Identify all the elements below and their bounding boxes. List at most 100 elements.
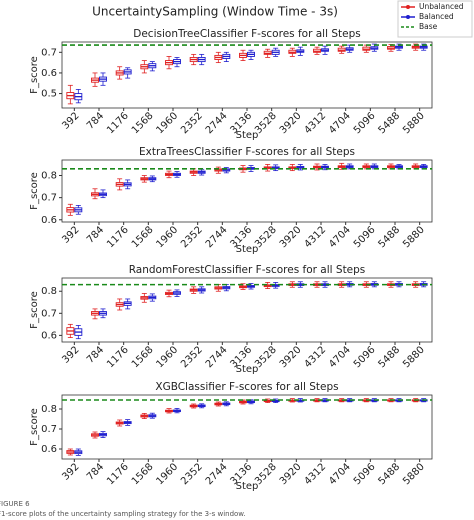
box	[91, 431, 99, 439]
y-tick-label: 0.7	[41, 424, 57, 435]
box	[148, 293, 157, 302]
box	[222, 51, 231, 62]
legend-label: Balanced	[419, 12, 454, 21]
x-tick-label: 5096	[352, 461, 378, 487]
x-tick-label: 5488	[376, 224, 402, 250]
box	[91, 72, 99, 87]
box	[99, 72, 107, 86]
x-tick-label: 2352	[179, 461, 205, 487]
box	[165, 408, 173, 414]
y-axis-label: F_score	[29, 56, 40, 94]
box	[99, 308, 107, 319]
x-tick-label: 784	[85, 110, 106, 131]
box	[140, 412, 149, 420]
x-tick-label: 4704	[327, 344, 353, 370]
box	[140, 60, 149, 74]
x-tick-label: 1568	[130, 344, 156, 370]
figure-title: UncertaintySampling (Window Time - 3s)	[92, 5, 338, 19]
box	[140, 175, 149, 183]
x-tick-label: 2352	[179, 344, 205, 370]
y-tick-label: 0.7	[41, 47, 57, 58]
box	[288, 47, 297, 57]
x-tick-label: 784	[85, 224, 106, 245]
y-tick-label: 0.6	[41, 444, 57, 455]
y-tick-label: 0.5	[41, 89, 57, 100]
x-tick-label: 1176	[105, 461, 131, 487]
box	[271, 164, 280, 172]
y-tick-label: 0.7	[41, 193, 57, 204]
box	[189, 168, 198, 176]
box	[140, 293, 149, 303]
caption-text: F1-score plots of the uncertainty sampli…	[0, 510, 246, 518]
x-tick-label: 3920	[278, 110, 304, 136]
box	[214, 51, 223, 64]
box	[263, 398, 272, 404]
x-tick-label: 1176	[105, 344, 131, 370]
box	[189, 403, 198, 409]
x-tick-label: 3920	[278, 344, 304, 370]
box	[271, 398, 280, 404]
box	[271, 282, 280, 289]
x-axis-label: Step	[236, 244, 259, 255]
box	[263, 164, 272, 172]
caption-label: FIGURE 6	[0, 500, 30, 508]
box	[222, 401, 231, 407]
x-tick-label: 5096	[352, 344, 378, 370]
box	[313, 163, 321, 171]
x-tick-label: 1568	[130, 224, 156, 250]
x-tick-label: 3528	[253, 110, 279, 136]
x-tick-label: 2352	[179, 110, 205, 136]
x-tick-label: 5880	[401, 461, 427, 487]
y-axis-label: F_score	[29, 408, 40, 446]
box	[288, 164, 297, 172]
x-tick-label: 1960	[154, 461, 180, 487]
subplot-title: RandomForestClassifier F-scores for all …	[129, 264, 366, 276]
box	[321, 164, 329, 171]
box	[173, 289, 181, 297]
x-tick-label: 1176	[105, 224, 131, 250]
x-tick-label: 4312	[302, 110, 328, 136]
box	[123, 179, 132, 190]
legend-label: Base	[419, 22, 438, 31]
x-tick-label: 5880	[401, 344, 427, 370]
box	[74, 448, 83, 456]
x-tick-label: 2744	[204, 110, 230, 136]
box	[99, 431, 107, 439]
box	[337, 45, 346, 54]
x-tick-label: 392	[60, 461, 81, 482]
x-tick-label: 4312	[302, 224, 328, 250]
x-tick-label: 2744	[204, 344, 230, 370]
x-tick-label: 4704	[327, 461, 353, 487]
x-tick-label: 1568	[130, 110, 156, 136]
x-tick-label: 2352	[179, 224, 205, 250]
box	[173, 407, 181, 414]
box	[173, 171, 181, 178]
box	[247, 49, 255, 60]
box	[115, 298, 124, 311]
box	[345, 44, 354, 53]
box	[214, 401, 223, 407]
box	[66, 203, 75, 216]
box	[123, 67, 132, 79]
box	[271, 47, 280, 57]
x-tick-label: 1960	[154, 110, 180, 136]
x-tick-label: 5488	[376, 110, 402, 136]
box	[296, 164, 305, 171]
box	[99, 189, 107, 199]
box	[74, 325, 83, 340]
x-tick-label: 5096	[352, 110, 378, 136]
x-tick-label: 784	[85, 344, 106, 365]
x-tick-label: 392	[60, 224, 81, 245]
box	[165, 56, 173, 70]
box	[66, 448, 75, 456]
y-tick-label: 0.7	[41, 308, 57, 319]
x-tick-label: 1960	[154, 344, 180, 370]
box	[189, 53, 198, 66]
box	[91, 308, 99, 320]
legend-marker	[406, 15, 410, 19]
box	[173, 57, 181, 68]
y-tick-label: 0.8	[41, 286, 57, 297]
legend-label: Unbalanced	[419, 2, 464, 11]
y-axis-label: F_score	[29, 172, 40, 210]
